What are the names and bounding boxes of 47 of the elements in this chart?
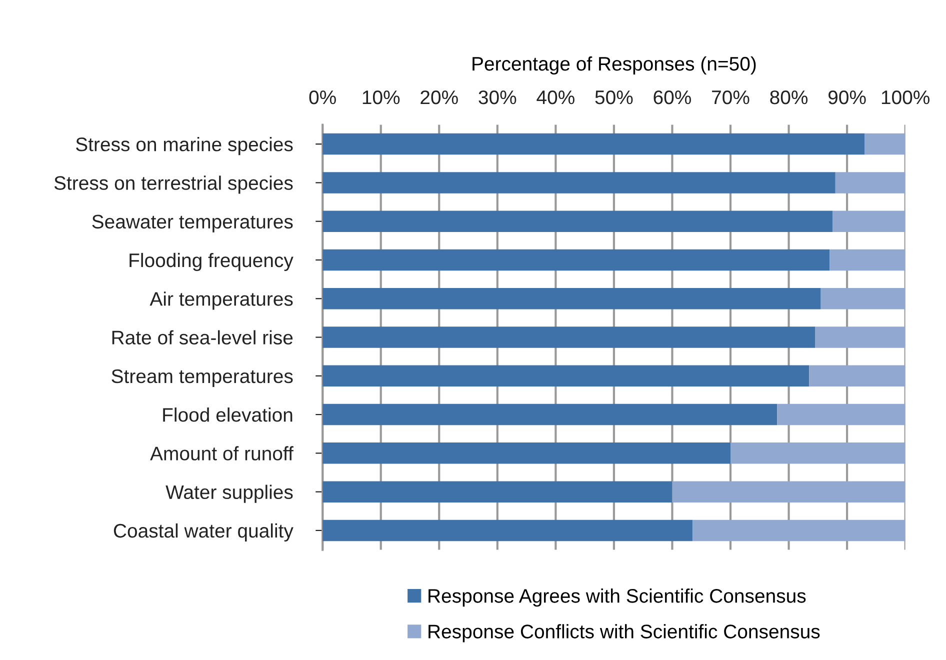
- y-tick-label: Stress on marine species: [76, 137, 293, 156]
- y-tick-label: Air temperatures: [150, 292, 293, 310]
- x-tick-label: 20%: [420, 90, 458, 104]
- bar: [864, 133, 906, 155]
- bar: [322, 442, 730, 464]
- x-tick-label: 60%: [654, 90, 691, 104]
- bar: [322, 288, 821, 310]
- x-axis-title: Percentage of Responses (n=50): [472, 56, 756, 75]
- bar: [322, 481, 672, 502]
- bar: [672, 481, 906, 502]
- x-tick-label: 40%: [536, 90, 574, 104]
- bar: [820, 288, 906, 310]
- y-tick-label: Seawater temperatures: [92, 214, 293, 232]
- x-tick-label: 30%: [478, 90, 516, 104]
- bar: [322, 404, 778, 426]
- x-tick-label: 10%: [362, 90, 400, 104]
- x-tick-label: 0%: [309, 90, 336, 104]
- y-tick-label: Coastal water quality: [114, 523, 294, 542]
- bar: [809, 365, 906, 387]
- bar: [777, 404, 906, 426]
- x-tick-label: 100%: [882, 90, 930, 104]
- bar: [835, 172, 906, 194]
- bar: [322, 249, 830, 271]
- bar: [322, 326, 815, 348]
- x-tick-label: 70%: [712, 90, 750, 104]
- bar: [692, 520, 906, 542]
- bar: [322, 210, 832, 232]
- x-tick-label: 80%: [770, 90, 808, 104]
- bar: [815, 326, 906, 348]
- bar: [830, 249, 906, 271]
- bar: [832, 210, 906, 232]
- y-tick-label: Rate of sea-level rise: [112, 330, 293, 344]
- bar: [322, 365, 810, 387]
- bar: [322, 133, 865, 155]
- y-tick-label: Stress on terrestrial species: [54, 176, 293, 194]
- bar: [322, 520, 693, 542]
- y-tick-label: Water supplies: [166, 484, 293, 503]
- legend-label: Response Agrees with Scientific Consensus: [428, 588, 806, 607]
- y-tick-label: Flooding frequency: [130, 252, 294, 272]
- y-tick-label: Stream temperatures: [112, 369, 293, 387]
- bar: [322, 172, 836, 194]
- legend-label: Response Conflicts with Scientific Consensus: [428, 624, 820, 642]
- y-tick-label: Amount of runoff: [150, 446, 294, 460]
- bar: [730, 442, 906, 464]
- x-tick-label: 50%: [595, 90, 633, 104]
- x-tick-label: 90%: [828, 90, 866, 104]
- y-tick-label: Flood elevation: [163, 407, 292, 422]
